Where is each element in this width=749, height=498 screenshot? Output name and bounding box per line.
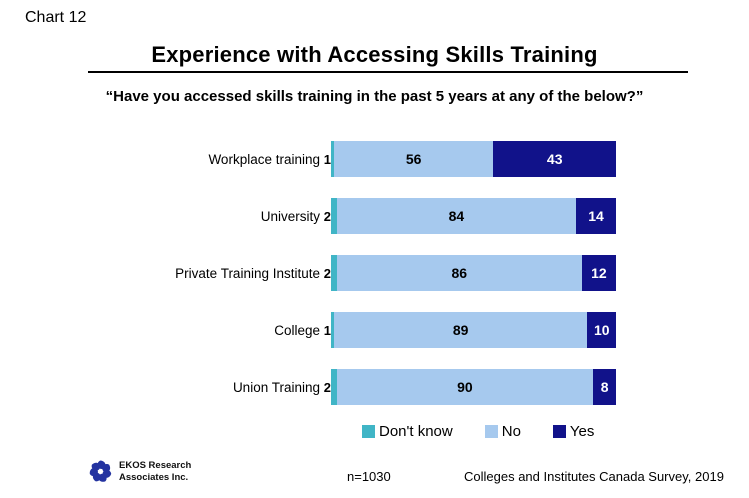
segment-dont-know [331, 312, 334, 348]
legend-item-no: No [484, 423, 521, 440]
chart-number-label: Chart 12 [25, 9, 87, 26]
category-label: College [274, 322, 320, 338]
legend-label: No [501, 423, 521, 440]
bar-row: College 1 89 10 [0, 312, 749, 348]
dont-know-value-label: 1 [323, 322, 331, 338]
bar-row: Union Training 2 90 8 [0, 369, 749, 405]
legend-label: Yes [569, 423, 595, 440]
no-swatch-icon [484, 425, 498, 438]
dont-know-value-label: 1 [323, 151, 331, 167]
bar-row: Workplace training 1 56 43 [0, 141, 749, 177]
bar-row: University 2 84 14 [0, 198, 749, 234]
category-label: Workplace training [208, 151, 320, 167]
chart-title: Experience with Accessing Skills Trainin… [151, 42, 598, 67]
legend: Don't know No Yes [362, 423, 594, 440]
category-label: University [260, 208, 320, 224]
segment-yes: 10 [587, 312, 616, 348]
segment-yes: 8 [593, 369, 616, 405]
dont-know-value-label: 2 [323, 208, 331, 224]
org-line1: EKOS Research [119, 459, 192, 471]
category-label: Union Training [232, 379, 320, 395]
dont-know-value-label: 2 [323, 379, 331, 395]
dont-know-swatch-icon [362, 425, 375, 438]
stacked-bar: 56 43 [331, 141, 616, 177]
stacked-bar: 84 14 [331, 198, 616, 234]
yes-swatch-icon [552, 425, 566, 438]
ekos-logo-icon [88, 460, 113, 484]
segment-no: 89 [333, 312, 588, 348]
title-underline [88, 71, 688, 73]
stacked-bar: 86 12 [331, 255, 616, 291]
bar-row: Private Training Institute 2 86 12 [0, 255, 749, 291]
ekos-brand: EKOS Research Associates Inc. [87, 458, 191, 485]
segment-dont-know [331, 255, 337, 291]
stacked-bar: 89 10 [331, 312, 616, 348]
segment-yes: 14 [576, 198, 616, 234]
segment-no: 84 [336, 198, 577, 234]
legend-item-yes: Yes [552, 423, 595, 440]
segment-dont-know [331, 141, 334, 177]
segment-yes: 43 [493, 141, 616, 177]
segment-no: 90 [336, 369, 594, 405]
dont-know-value-label: 2 [323, 265, 331, 281]
category-label: Private Training Institute [175, 265, 320, 281]
segment-no: 86 [336, 255, 582, 291]
survey-question: “Have you accessed skills training in th… [105, 88, 644, 105]
org-line2: Associates Inc. [119, 471, 189, 483]
stacked-bar: 90 8 [331, 369, 616, 405]
segment-yes: 12 [581, 255, 616, 291]
legend-label: Don't know [379, 423, 453, 440]
legend-item-dont-know: Don't know [362, 423, 453, 440]
segment-dont-know [331, 369, 337, 405]
sample-size: n=1030 [347, 469, 391, 484]
source-credit: Colleges and Institutes Canada Survey, 2… [464, 469, 724, 484]
plot-area: Workplace training 1 56 43 University 2 … [0, 141, 749, 426]
segment-dont-know [331, 198, 337, 234]
segment-no: 56 [333, 141, 494, 177]
ekos-org-name: EKOS Research Associates Inc. [119, 460, 191, 484]
